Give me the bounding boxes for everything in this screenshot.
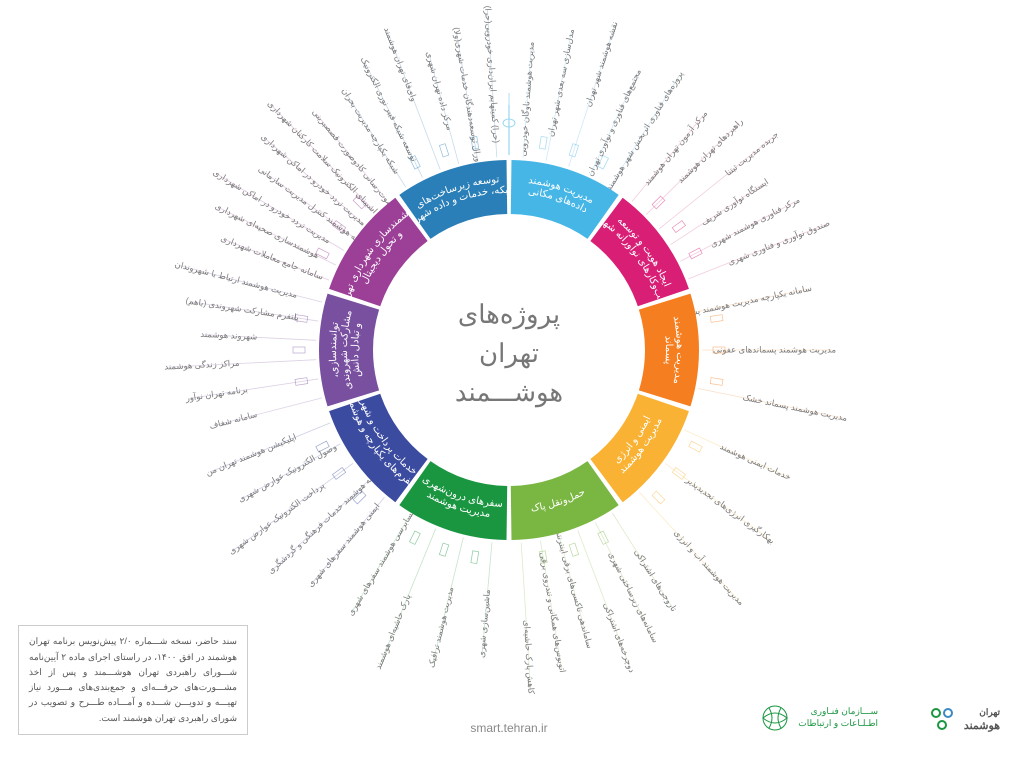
spoke-label: مراکز زندگی هوشمند xyxy=(164,357,240,373)
spoke-label: جریده مدیریت ثبتنا xyxy=(723,129,781,179)
footer-note: سند حاضر، نسخه شـــماره ۲/۰ پیش‌نویس برن… xyxy=(18,625,248,735)
spoke-label: پروژه‌های فناوری اثربخش شهر هوشمند xyxy=(603,69,686,193)
spoke-label: شهروند هوشمند xyxy=(200,329,257,343)
spoke-label: مدیریت هوشمند پسماند خشک xyxy=(742,392,849,424)
spoke-label: کاهش پارک حاشیه‌ای xyxy=(521,620,537,696)
spoke-label: خدمات ایمنی هوشمند xyxy=(718,441,792,483)
logo-ict-org: ســـازمان فنـاوری اطـلـاعات و ارتباطات xyxy=(758,701,878,735)
segment-label: پسماند xyxy=(662,335,674,365)
smart-logo-icon xyxy=(928,705,958,735)
spoke-label: بهکارگیری انرژی‌های تجدیدپذیر xyxy=(683,473,778,546)
spoke-label: مدیریت هوشمند ترافیک xyxy=(426,585,456,669)
spoke-label: (حرا) کمیتهایم ایران‌داری خودرویی(حرا) xyxy=(482,5,502,143)
spoke-label: پارک حاشیه‌ای هوشمند xyxy=(373,592,414,671)
ict-logo-icon xyxy=(758,701,792,735)
spoke-label: ماشین‌سازی شهری xyxy=(476,589,493,659)
spoke-label: سامانه شفاف xyxy=(208,409,258,431)
spoke-label: مدیریت هوشمند پسماندهای عفونی xyxy=(713,344,836,355)
logo-tehran-smart: تهران هوشمند xyxy=(928,705,1000,735)
spoke-label: مرکز داده تهران شهری xyxy=(423,50,455,132)
spoke-label: دوچرخه‌های اشتراکی xyxy=(601,601,638,674)
spoke-label: مدل‌سازی سه بعدی شهر تهران xyxy=(545,28,577,138)
spoke-label: شبکه یکپارچه مدیریت بحران xyxy=(339,86,402,176)
spoke-label: برنامه تهران نوآور xyxy=(184,383,249,404)
footer-url: smart.tehran.ir xyxy=(470,721,547,735)
spoke-label: ورال توسعه‌دهندگان خدمات شهری(ولا) xyxy=(451,26,485,163)
spoke-label: پلتفرم مشارکت شهروندی (باهم) xyxy=(185,295,300,323)
spoke-label: مدیریت هوشمند ناوگان خودرویی xyxy=(516,41,536,157)
spoke-label: وای‌فای تهران هوشمند xyxy=(381,26,419,103)
spoke-label: مدیریت هوشمند آب و انرژی xyxy=(671,527,747,608)
spoke-label: نقشه هوشمند شهر تهران xyxy=(583,20,621,108)
